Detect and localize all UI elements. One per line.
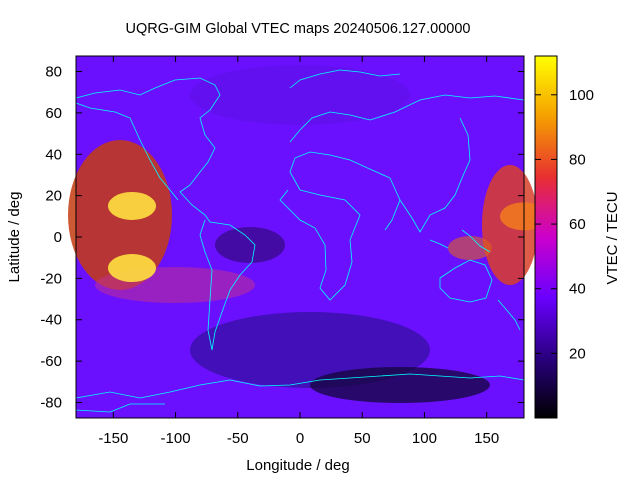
y-tick-label: 40 bbox=[45, 146, 62, 163]
coastline bbox=[289, 69, 401, 89]
coastline bbox=[399, 117, 471, 233]
y-tick-label: 80 bbox=[45, 64, 62, 81]
coastline bbox=[429, 239, 449, 249]
map-plot-area bbox=[68, 55, 548, 419]
x-tick-label: 150 bbox=[474, 430, 499, 447]
coastline bbox=[439, 259, 493, 303]
coastlines bbox=[75, 69, 525, 413]
coastline bbox=[199, 219, 213, 351]
y-tick-label: 60 bbox=[45, 105, 62, 122]
coastline bbox=[497, 299, 521, 331]
y-tick-label: -80 bbox=[40, 394, 62, 411]
coastline bbox=[75, 77, 221, 223]
coastline bbox=[279, 189, 361, 301]
y-tick-label: -20 bbox=[40, 270, 62, 287]
coastline bbox=[75, 373, 525, 399]
colorbar-label: VTEC / TECU bbox=[604, 191, 621, 284]
heatmap-region bbox=[190, 65, 410, 125]
vtec-peak bbox=[108, 191, 156, 220]
coastline bbox=[289, 94, 525, 143]
y-axis-label: Latitude / deg bbox=[6, 192, 23, 283]
colorbar-tick-label: 40 bbox=[569, 281, 586, 298]
colorbar-tick-label: 100 bbox=[569, 87, 594, 104]
x-tick-label: 0 bbox=[296, 430, 304, 447]
colorbar-tick-label: 80 bbox=[569, 151, 586, 168]
colorbar-ticks: 20 40 60 80 100 bbox=[535, 87, 594, 362]
heatmap-region bbox=[215, 227, 285, 263]
x-axis-label: Longitude / deg bbox=[246, 457, 349, 474]
y-tick-label: -60 bbox=[40, 353, 62, 370]
y-tick-label: -40 bbox=[40, 312, 62, 329]
coastline bbox=[75, 102, 179, 201]
x-tick-label: -50 bbox=[227, 430, 249, 447]
heatmap-region bbox=[310, 367, 490, 403]
colorbar-tick-label: 20 bbox=[569, 345, 586, 362]
x-tick-label: 50 bbox=[354, 430, 371, 447]
colorbar-tick-label: 60 bbox=[569, 216, 586, 233]
x-tick-label: 100 bbox=[412, 430, 437, 447]
x-tick-label: -150 bbox=[98, 430, 128, 447]
coastline bbox=[289, 151, 401, 231]
colorbar: 20 40 60 80 100 bbox=[534, 55, 594, 419]
y-tick-label: 0 bbox=[54, 229, 62, 246]
vtec-peak bbox=[108, 254, 156, 283]
x-tick-label: -100 bbox=[161, 430, 191, 447]
coastline bbox=[461, 229, 491, 253]
coastline bbox=[75, 403, 165, 413]
x-axis: -150 -100 -50 0 50 100 150 bbox=[98, 56, 499, 447]
coastline bbox=[209, 221, 256, 351]
colorbar-gradient bbox=[535, 56, 557, 418]
chart-title: UQRG-GIM Global VTEC maps 20240506.127.0… bbox=[126, 21, 471, 37]
colorbar-frame bbox=[534, 55, 558, 419]
y-axis: -80 -60 -40 -20 0 20 40 60 80 bbox=[40, 64, 524, 411]
heatmap-region bbox=[448, 236, 492, 260]
y-tick-label: 20 bbox=[45, 188, 62, 205]
